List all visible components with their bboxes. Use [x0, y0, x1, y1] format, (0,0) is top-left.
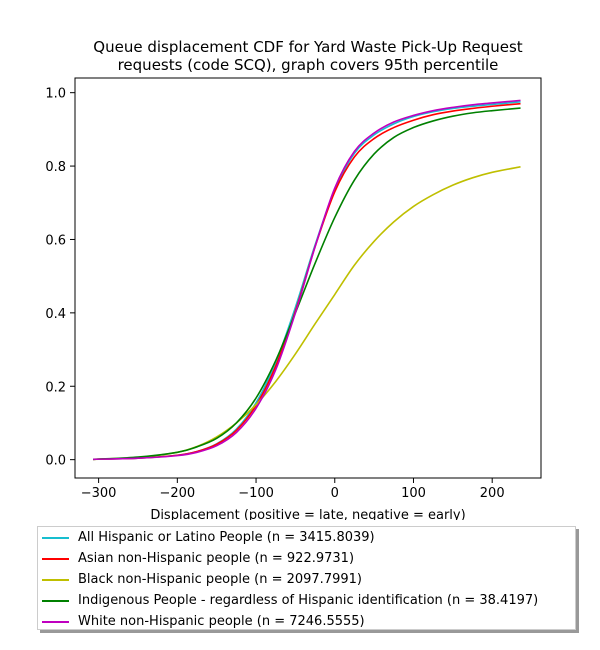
legend-label-black: Black non-Hispanic people (n = 2097.7991… — [78, 572, 362, 587]
legend-swatch-asian — [42, 557, 69, 560]
y-tick-label: 0.8 — [45, 160, 66, 175]
y-tick-label: 0.4 — [45, 307, 66, 322]
legend-item-white: White non-Hispanic people (n = 7246.5555… — [38, 611, 365, 632]
legend-label-asian: Asian non-Hispanic people (n = 922.9731) — [78, 551, 355, 566]
x-tick-label: −200 — [159, 486, 195, 501]
x-tick-label: −100 — [238, 486, 274, 501]
series-lines — [93, 99, 521, 461]
series-line-indigenous — [93, 107, 521, 461]
legend-label-indigenous: Indigenous People - regardless of Hispan… — [78, 593, 539, 608]
legend-item-asian: Asian non-Hispanic people (n = 922.9731) — [38, 548, 354, 569]
y-tick-label: 0.2 — [45, 380, 66, 395]
legend-item-hispanic: All Hispanic or Latino People (n = 3415.… — [38, 527, 375, 548]
legend-item-indigenous: Indigenous People - regardless of Hispan… — [38, 590, 538, 611]
legend-label-white: White non-Hispanic people (n = 7246.5555… — [78, 614, 365, 629]
x-tick-label: −300 — [81, 486, 117, 501]
x-tick-label: 100 — [401, 486, 426, 501]
legend: All Hispanic or Latino People (n = 3415.… — [37, 526, 576, 630]
chart-title-line-1: Queue displacement CDF for Yard Waste Pi… — [93, 38, 523, 56]
legend-swatch-black — [42, 578, 69, 581]
y-tick-label: 0.6 — [45, 233, 66, 248]
series-line-white — [93, 99, 521, 461]
legend-swatch-white — [42, 620, 69, 623]
x-tick-label: 0 — [331, 486, 339, 501]
plot-frame — [74, 77, 542, 479]
y-axis-ticks: 0.0 0.2 0.4 0.6 0.8 1.0 — [45, 87, 75, 469]
x-axis-label: Displacement (positive = late, negative … — [150, 508, 465, 520]
x-tick-label: 200 — [480, 486, 505, 501]
legend-swatch-indigenous — [42, 599, 69, 602]
chart-area: Queue displacement CDF for Yard Waste Pi… — [45, 38, 542, 520]
chart-title-line-2: requests (code SCQ), graph covers 95th p… — [118, 56, 499, 74]
legend-swatch-hispanic — [42, 536, 69, 539]
y-tick-label: 1.0 — [45, 87, 66, 102]
x-axis-ticks: −300 −200 −100 0 100 200 — [81, 478, 505, 501]
y-tick-label: 0.0 — [45, 454, 66, 469]
legend-item-black: Black non-Hispanic people (n = 2097.7991… — [38, 569, 362, 590]
legend-label-hispanic: All Hispanic or Latino People (n = 3415.… — [78, 530, 375, 545]
